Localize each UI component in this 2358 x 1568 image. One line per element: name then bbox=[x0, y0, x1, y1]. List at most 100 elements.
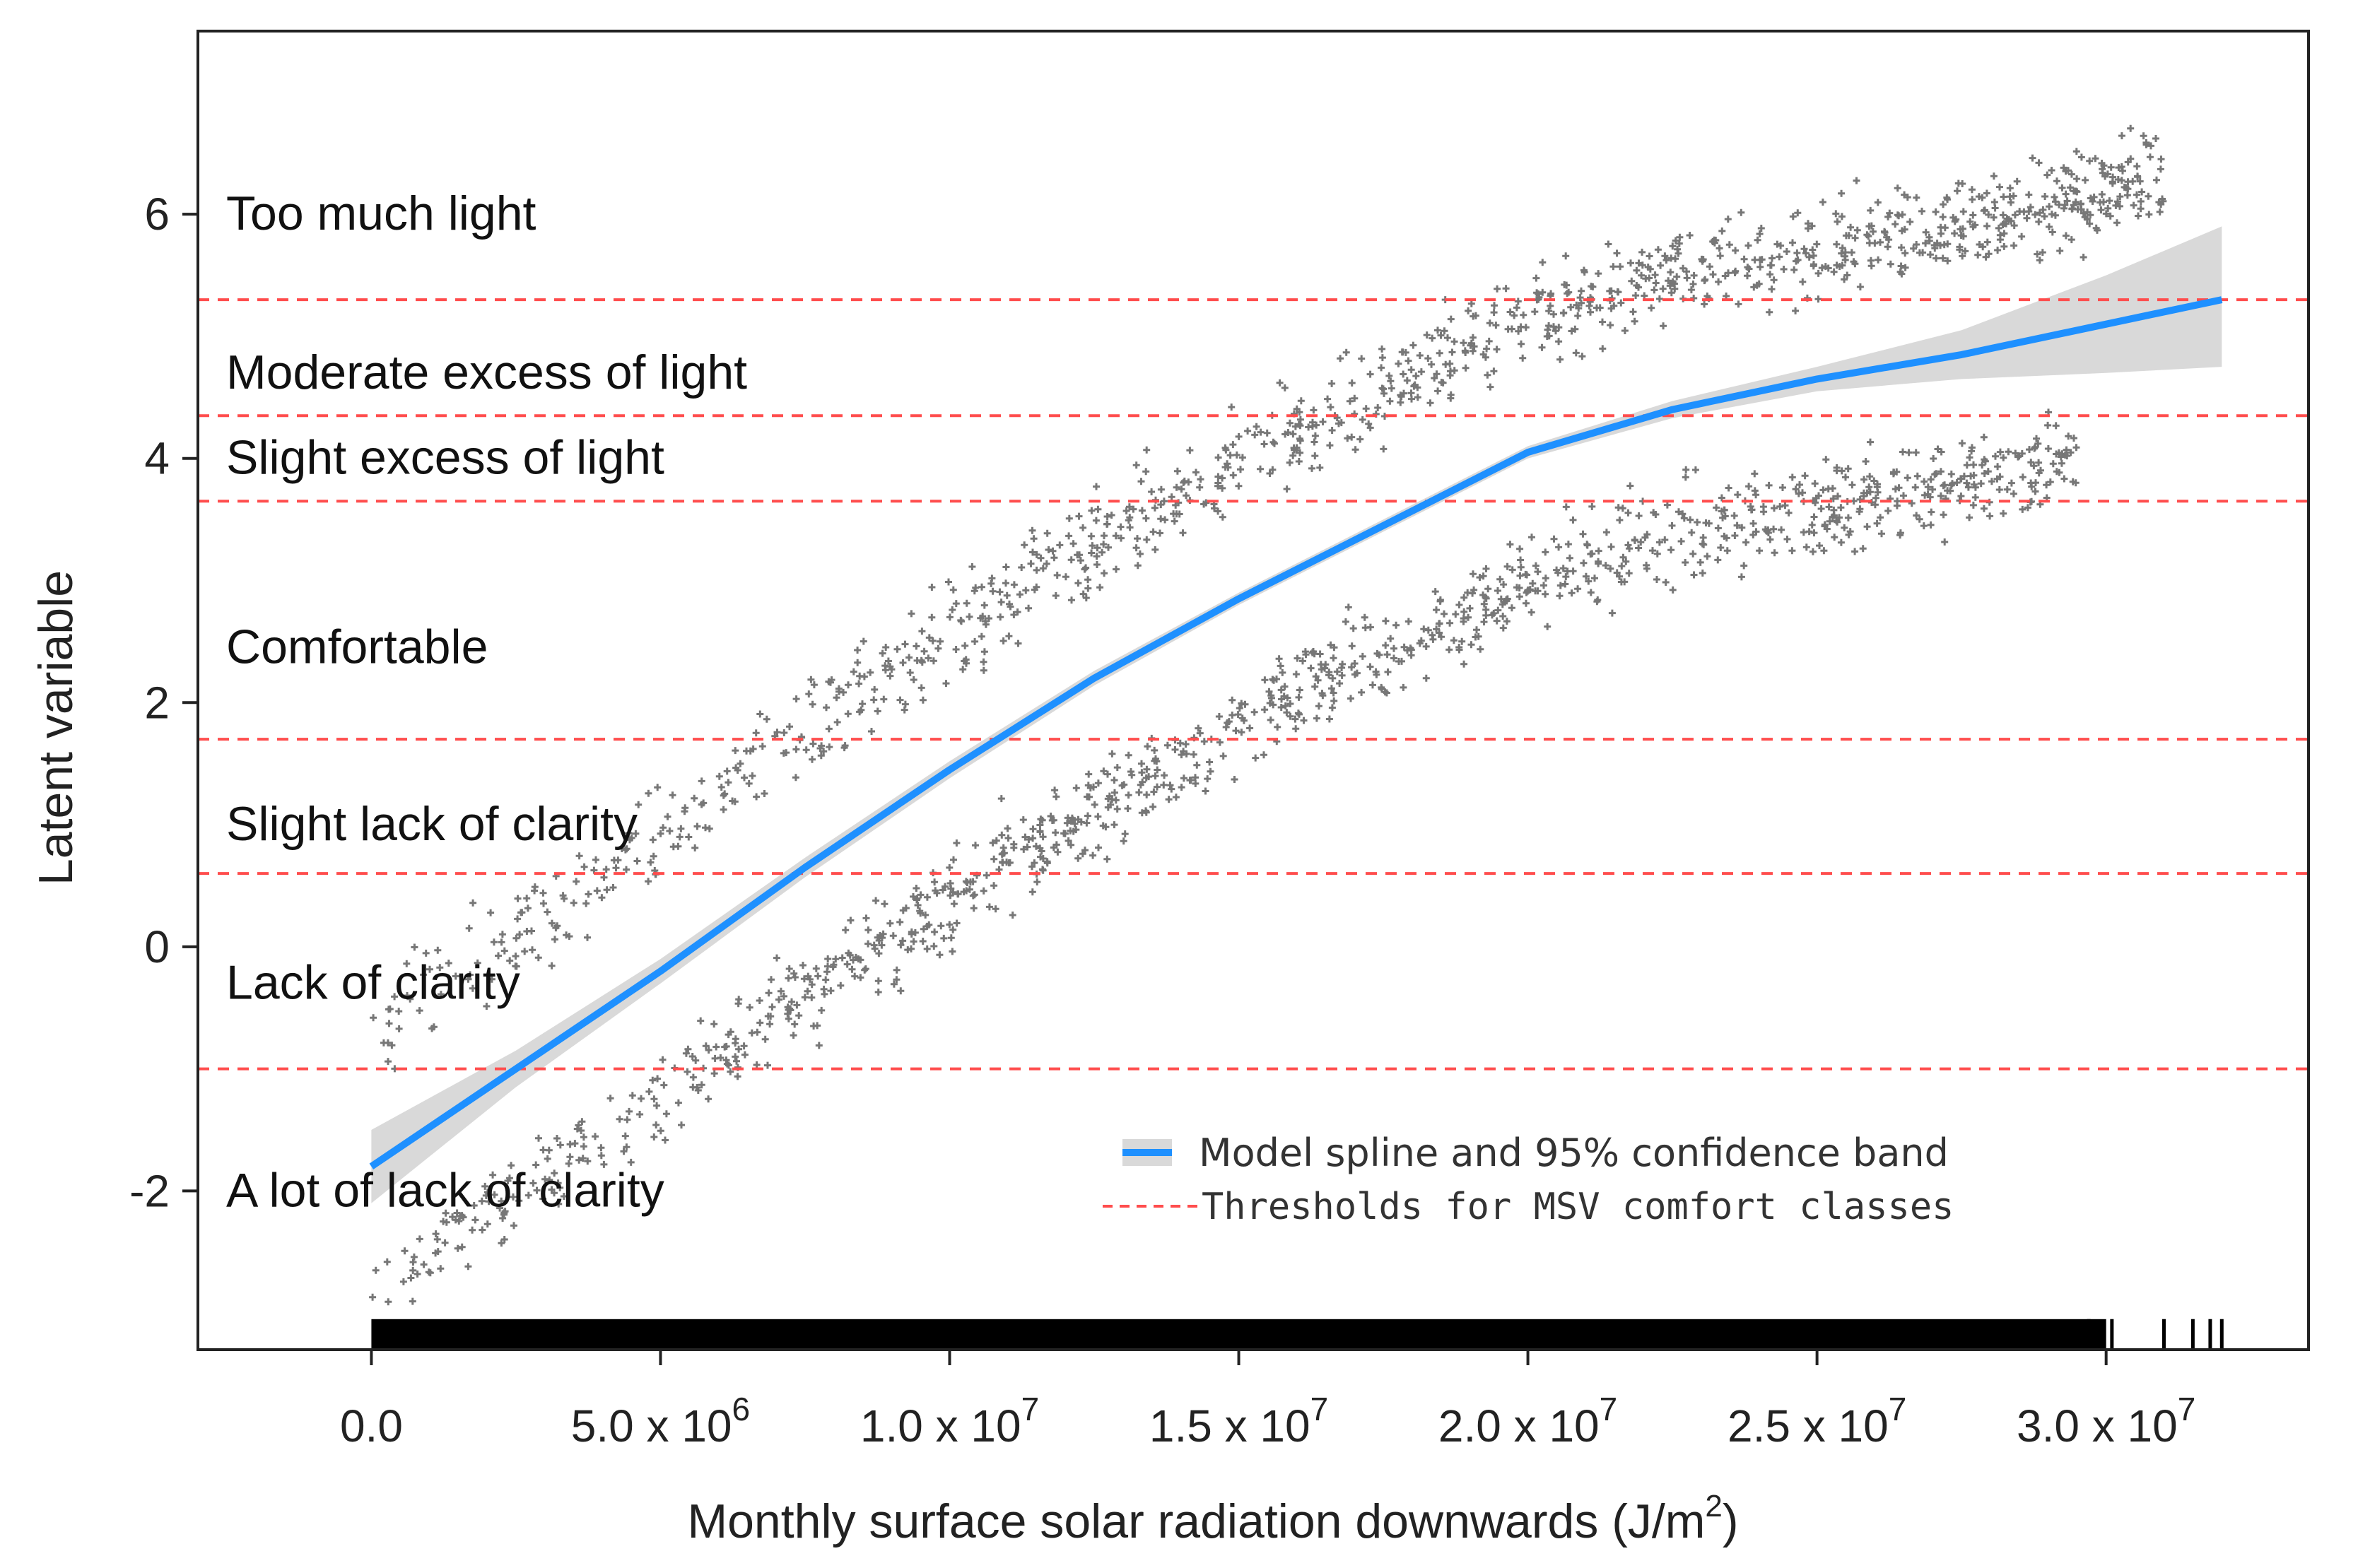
data-point bbox=[2063, 197, 2071, 205]
data-point bbox=[1624, 541, 1632, 549]
data-point bbox=[826, 743, 833, 751]
y-axis-title: Latent variable bbox=[29, 570, 83, 885]
data-point bbox=[1378, 364, 1385, 372]
data-point bbox=[1318, 690, 1326, 697]
data-point bbox=[1111, 789, 1118, 796]
data-point bbox=[1330, 689, 1337, 697]
data-point bbox=[2046, 223, 2053, 230]
data-point bbox=[1515, 584, 1523, 591]
data-point bbox=[1422, 642, 1430, 650]
data-point bbox=[1547, 292, 1554, 300]
data-point bbox=[842, 926, 850, 934]
data-point bbox=[2129, 177, 2137, 185]
data-point bbox=[899, 659, 907, 666]
data-point bbox=[1482, 594, 1490, 602]
data-point bbox=[870, 696, 878, 704]
data-point bbox=[949, 948, 956, 955]
data-point bbox=[516, 931, 524, 938]
data-point bbox=[2106, 212, 2114, 220]
data-point bbox=[899, 907, 907, 914]
data-point bbox=[947, 934, 955, 942]
data-point bbox=[1467, 641, 1475, 649]
data-point bbox=[2097, 206, 2105, 214]
data-point bbox=[391, 993, 399, 1001]
data-point bbox=[1983, 238, 1991, 246]
data-point bbox=[1491, 302, 1498, 310]
data-point bbox=[1283, 485, 1291, 493]
data-point bbox=[945, 578, 952, 586]
data-point bbox=[485, 1198, 493, 1206]
data-point bbox=[1799, 278, 1807, 285]
data-point bbox=[961, 642, 969, 649]
data-point bbox=[1715, 244, 1723, 252]
data-point bbox=[1779, 484, 1786, 491]
data-point bbox=[1028, 863, 1036, 871]
data-point bbox=[625, 829, 633, 837]
data-point bbox=[1957, 232, 1965, 240]
data-point bbox=[1856, 505, 1864, 513]
data-point bbox=[1485, 337, 1493, 345]
data-point bbox=[1016, 591, 1023, 599]
data-point bbox=[861, 966, 869, 974]
data-point bbox=[1019, 816, 1027, 824]
data-point bbox=[1949, 213, 1957, 221]
data-point bbox=[535, 1134, 542, 1142]
data-point bbox=[2094, 226, 2101, 234]
data-point bbox=[1853, 177, 1860, 184]
data-point bbox=[1683, 274, 1691, 282]
data-point bbox=[1138, 809, 1146, 817]
data-point bbox=[426, 965, 433, 973]
data-point bbox=[500, 1210, 508, 1218]
data-point bbox=[650, 1133, 658, 1140]
data-point bbox=[949, 586, 957, 594]
data-point bbox=[1771, 505, 1778, 512]
data-point bbox=[2044, 421, 2052, 429]
data-point bbox=[1318, 666, 1325, 673]
data-point bbox=[2072, 148, 2080, 155]
data-point bbox=[1550, 535, 1558, 543]
data-point bbox=[1052, 592, 1060, 599]
data-point bbox=[2062, 232, 2070, 240]
data-point bbox=[1036, 827, 1044, 835]
data-point bbox=[1756, 230, 1764, 237]
data-point bbox=[1402, 348, 1409, 356]
data-point bbox=[1224, 464, 1232, 471]
data-point bbox=[1705, 519, 1713, 527]
data-point bbox=[1912, 449, 1920, 456]
data-point bbox=[1464, 589, 1472, 596]
data-point bbox=[1166, 782, 1174, 789]
data-point bbox=[1503, 618, 1511, 625]
data-point bbox=[1214, 482, 1221, 490]
data-point bbox=[1482, 565, 1490, 572]
data-point bbox=[1550, 323, 1557, 331]
data-point bbox=[1669, 586, 1677, 594]
data-point bbox=[1308, 423, 1316, 430]
data-point bbox=[1979, 243, 1987, 251]
data-point bbox=[498, 938, 505, 946]
data-point bbox=[1450, 338, 1458, 346]
data-point bbox=[1793, 249, 1801, 257]
data-point bbox=[913, 642, 920, 650]
data-point bbox=[1330, 697, 1338, 705]
data-point bbox=[1196, 483, 1204, 491]
data-point bbox=[1369, 681, 1376, 689]
data-point bbox=[1545, 307, 1553, 315]
data-point bbox=[1086, 793, 1093, 801]
data-point bbox=[698, 1081, 705, 1089]
data-point bbox=[1824, 485, 1832, 493]
data-point bbox=[1734, 491, 1742, 499]
data-point bbox=[1226, 452, 1234, 459]
data-point bbox=[442, 1209, 450, 1217]
data-point bbox=[949, 926, 957, 933]
data-point bbox=[1844, 514, 1852, 521]
data-point bbox=[881, 900, 888, 908]
data-point bbox=[2066, 184, 2074, 191]
data-point bbox=[735, 1045, 743, 1053]
data-point bbox=[1939, 213, 1947, 221]
data-point bbox=[1089, 851, 1097, 859]
data-point bbox=[911, 929, 919, 936]
data-point bbox=[1257, 428, 1265, 436]
data-point bbox=[1838, 249, 1846, 257]
data-point bbox=[1103, 513, 1111, 520]
data-point bbox=[512, 962, 520, 970]
